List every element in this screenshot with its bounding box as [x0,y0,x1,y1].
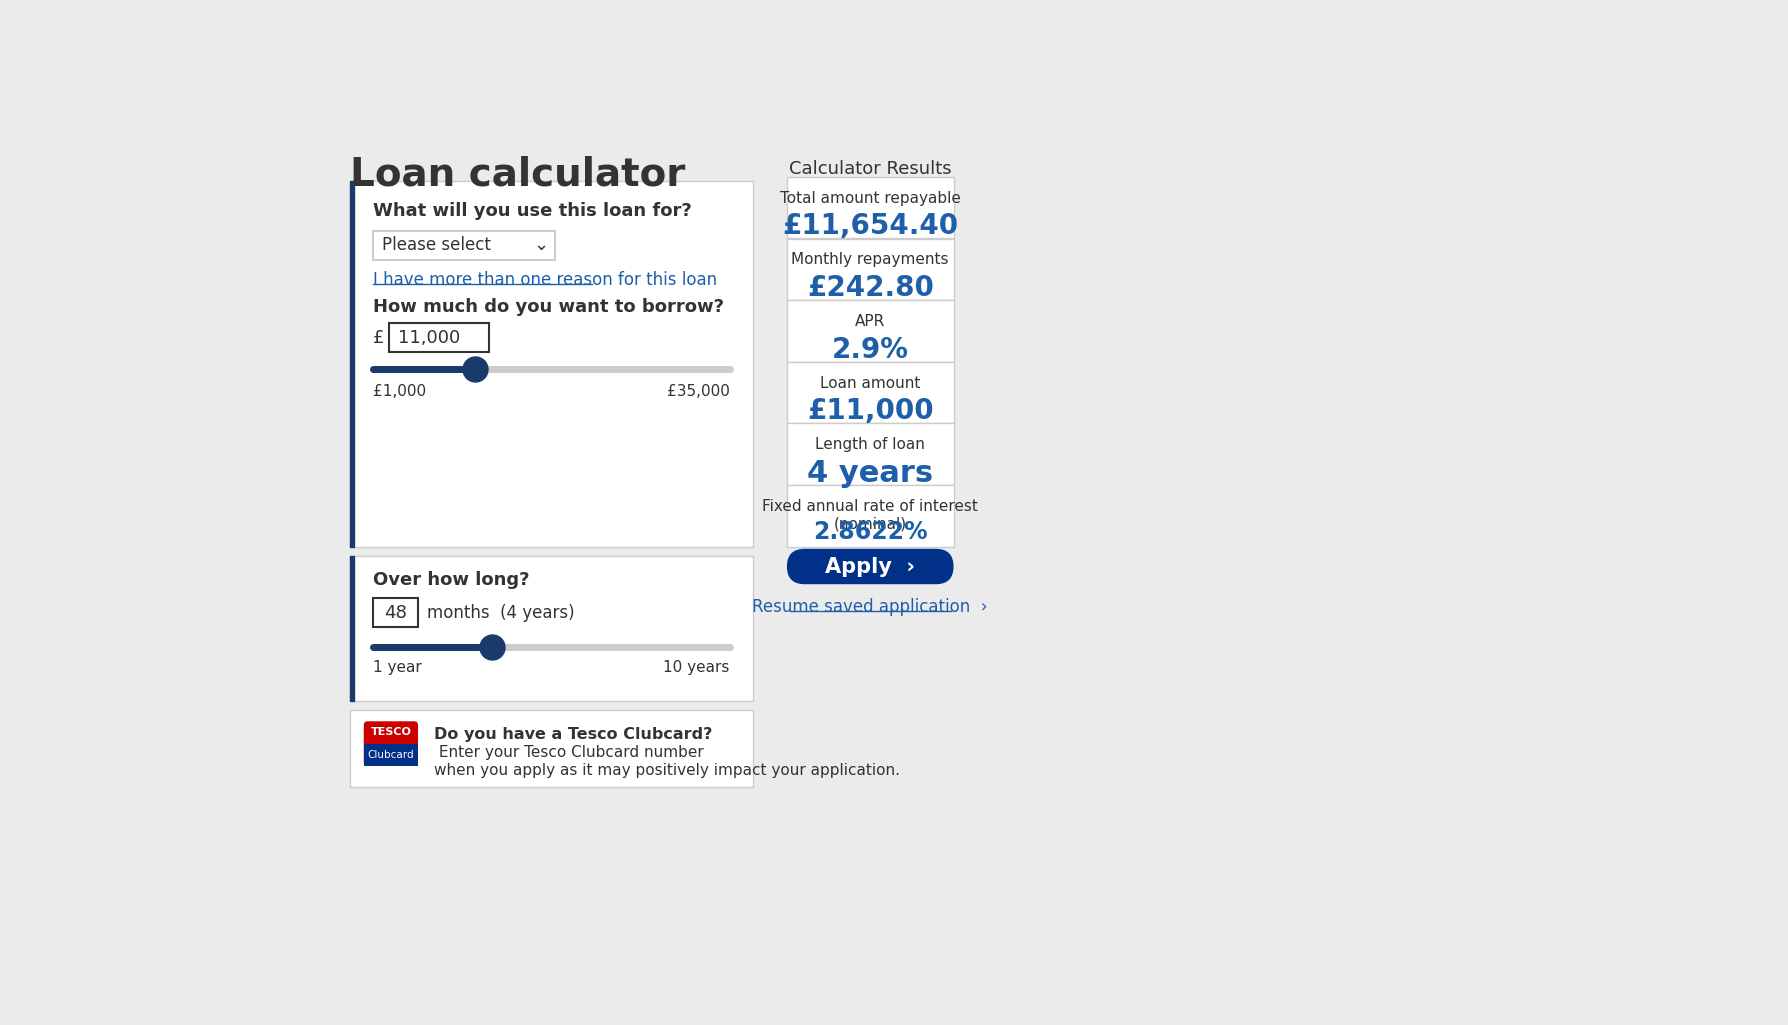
Text: £: £ [374,329,384,346]
Bar [787,362,953,423]
Text: Length of loan: Length of loan [815,437,924,452]
Bar [350,709,753,787]
Text: Monthly repayments: Monthly repayments [792,252,949,268]
Bar [787,239,953,300]
Text: Enter your Tesco Clubcard number
when you apply as it may positively impact your: Enter your Tesco Clubcard number when yo… [433,745,899,778]
Text: £1,000: £1,000 [374,384,426,399]
Bar [350,556,354,700]
Text: Fixed annual rate of interest
(nominal): Fixed annual rate of interest (nominal) [762,499,978,531]
Bar [350,180,354,546]
Text: Apply  ›: Apply › [826,557,915,576]
Text: How much do you want to borrow?: How much do you want to borrow? [374,298,724,316]
Text: 48: 48 [384,604,408,622]
Text: 1 year: 1 year [374,660,422,675]
Text: Calculator Results: Calculator Results [789,160,951,178]
Text: Do you have a Tesco Clubcard?: Do you have a Tesco Clubcard? [433,727,712,742]
Bar [363,743,418,766]
Text: APR: APR [855,314,885,329]
Text: Please select: Please select [383,237,492,254]
Text: 2.9%: 2.9% [831,335,908,364]
Text: I have more than one reason for this loan: I have more than one reason for this loa… [374,271,717,289]
Text: Loan calculator: Loan calculator [350,156,685,194]
Text: months  (4 years): months (4 years) [427,604,576,622]
Text: 2.8622%: 2.8622% [814,521,928,544]
Bar [787,485,953,546]
Bar [350,556,753,700]
Text: 4 years: 4 years [806,459,933,488]
Text: Over how long?: Over how long? [374,571,529,589]
Text: £11,654.40: £11,654.40 [781,212,958,240]
Text: ⌄: ⌄ [533,237,549,254]
Text: Loan amount: Loan amount [821,375,921,391]
Text: £35,000: £35,000 [667,384,730,399]
Bar [374,599,418,627]
Bar [787,423,953,485]
Text: £242.80: £242.80 [806,274,933,302]
Bar [787,177,953,239]
Text: Total amount repayable: Total amount repayable [780,191,960,206]
Text: What will you use this loan for?: What will you use this loan for? [374,202,692,220]
FancyBboxPatch shape [363,722,418,766]
Text: Clubcard: Clubcard [368,749,415,760]
Text: 11,000: 11,000 [399,329,460,346]
FancyBboxPatch shape [787,548,953,584]
Bar [350,180,753,546]
Bar [388,323,490,353]
Text: TESCO: TESCO [370,727,411,737]
Text: 10 years: 10 years [663,660,730,675]
Bar [374,231,556,260]
Text: Resume saved application  ›: Resume saved application › [753,599,989,616]
Bar [787,300,953,362]
Text: £11,000: £11,000 [806,397,933,425]
